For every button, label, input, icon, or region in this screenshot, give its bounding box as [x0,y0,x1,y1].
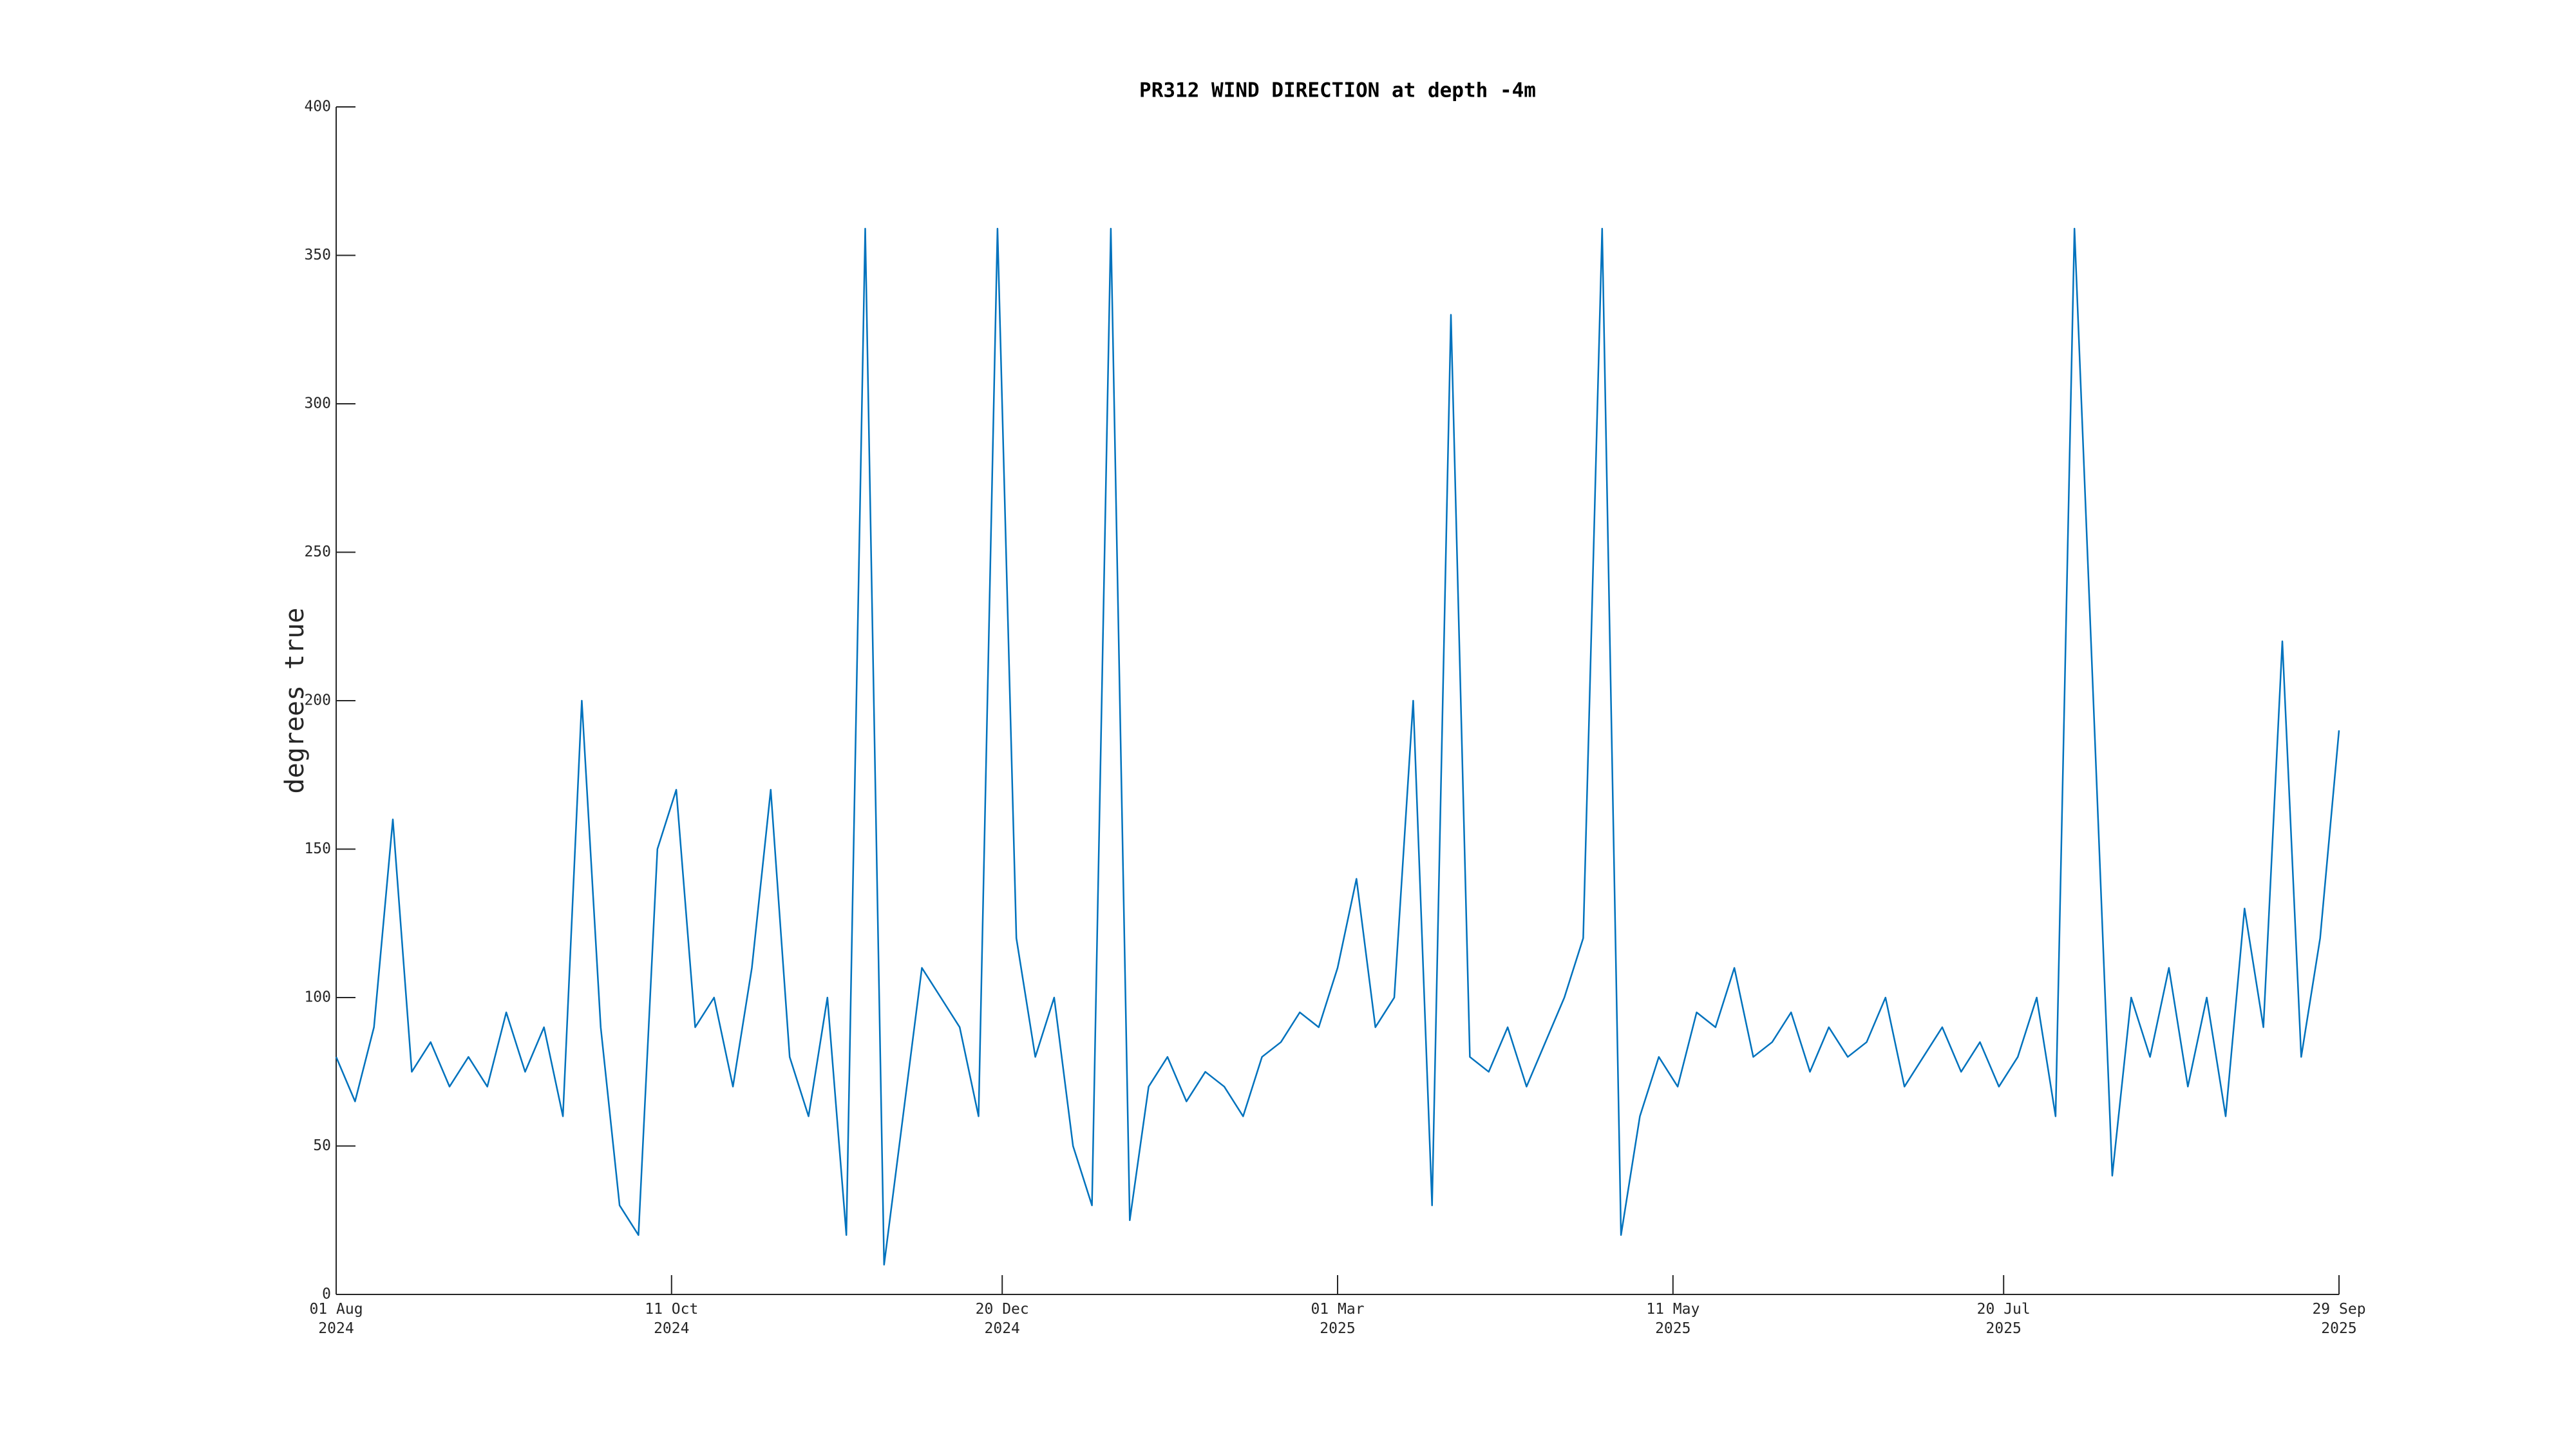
y-tick-label: 300 [304,395,331,412]
y-tick-label: 50 [313,1137,331,1154]
y-tick-label: 0 [322,1286,331,1303]
y-tick-label: 150 [304,840,331,857]
y-axis-label: degrees true [280,608,310,794]
data-line [335,227,2340,1266]
x-tick-label: 29 Sep 2025 [2312,1301,2366,1337]
y-tick-label: 350 [304,247,331,263]
x-tick-label: 01 Mar 2025 [1311,1301,1365,1337]
y-tick-label: 400 [304,99,331,115]
y-tick-label: 200 [304,692,331,709]
chart-title: PR312 WIND DIRECTION at depth -4m [1139,79,1536,102]
y-tick-label: 250 [304,544,331,560]
y-tick-label: 100 [304,989,331,1006]
x-tick-label: 20 Dec 2024 [975,1301,1029,1337]
x-tick-label: 11 Oct 2024 [645,1301,699,1337]
x-tick-label: 11 May 2025 [1646,1301,1700,1337]
x-tick-label: 01 Aug 2024 [309,1301,363,1337]
x-tick-label: 20 Jul 2025 [1976,1301,2031,1337]
